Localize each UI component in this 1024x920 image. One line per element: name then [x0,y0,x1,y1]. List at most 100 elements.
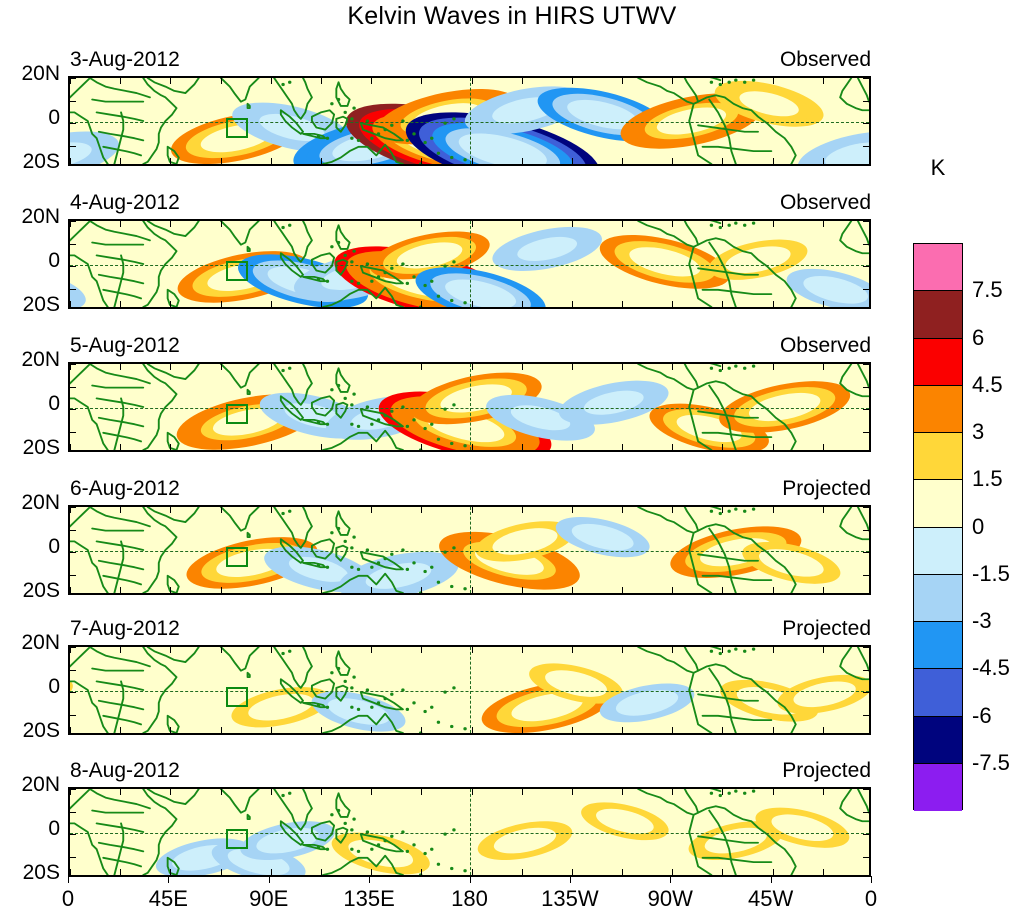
axis-tick [270,789,272,795]
axis-tick [722,507,724,513]
axis-tick [220,78,222,84]
axis-tick [622,789,624,795]
axis-tick [863,243,869,245]
y-tick-label: 0 [48,106,60,129]
axis-tick [270,221,272,227]
axis-tick [270,727,272,733]
panel-status-label: Observed [779,48,871,71]
axis-tick [421,364,423,370]
map-panel: 5-Aug-2012 Observed 20N 0 20S [21,334,871,459]
axis-tick [863,145,869,147]
island-dots [281,221,756,307]
axis-tick [471,587,473,593]
axis-tick [421,301,423,307]
axis-tick [622,364,624,370]
colorbar-tick-label: 0 [972,513,985,539]
x-axis-tick [369,876,371,883]
axis-tick [220,727,222,733]
axis-tick [371,647,373,653]
axis-tick [622,301,624,307]
axis-tick [320,587,322,593]
coastline-layer [70,221,869,307]
axis-tick [70,856,76,858]
axis-tick [270,158,272,164]
colorbar-tick-label: 7.5 [972,277,1003,303]
axis-tick [270,78,272,84]
axis-tick [170,221,172,227]
axis-tick [722,727,724,733]
axis-tick [320,221,322,227]
axis-tick [220,869,222,875]
axis-tick [772,158,774,164]
y-tick-label: 20N [21,491,60,514]
axis-tick [571,727,573,733]
axis-tick [371,301,373,307]
axis-tick [772,364,774,370]
colorbar[interactable] [913,243,963,811]
x-axis-tick [68,876,69,883]
axis-tick [863,409,869,410]
colorbar-band [914,527,962,575]
axis-tick [822,78,824,84]
axis-tick [772,869,774,875]
axis-tick [822,789,824,795]
coastline-layer [70,78,869,164]
axis-tick [471,301,473,307]
axis-tick [70,266,76,267]
colorbar-band [914,291,962,339]
axis-tick [320,507,322,513]
axis-tick [521,444,523,450]
axis-tick [371,789,373,795]
axis-tick [320,444,322,450]
colorbar-band [914,669,962,717]
axis-tick [521,158,523,164]
axis-tick [672,647,674,653]
axis-tick [320,78,322,84]
map-panel: 8-Aug-2012 Projected 20N 0 20S [21,759,871,884]
axis-tick [70,100,76,102]
axis-tick [170,364,172,370]
x-axis-tick [268,876,270,883]
axis-tick [70,647,76,648]
axis-tick [220,158,222,164]
colorbar-tick-label: -3 [972,608,992,633]
axis-tick [863,811,869,813]
axis-tick [672,587,674,593]
axis-tick [70,789,71,795]
axis-tick [270,301,272,307]
axis-tick [70,158,71,164]
axis-tick [70,364,76,365]
axis-tick [70,221,76,222]
island-dots [281,507,756,593]
y-tick-label: 20S [22,861,60,884]
panel-status-label: Projected [782,759,871,782]
axis-tick [722,789,724,795]
axis-tick [863,856,869,858]
axis-tick [70,552,76,553]
axis-tick [421,444,423,450]
axis-tick [521,78,523,84]
island-dots [281,364,756,450]
colorbar-tick-label: 1.5 [972,466,1003,492]
axis-tick [471,727,473,733]
axis-tick [120,727,122,733]
axis-tick [772,78,774,84]
axis-tick [371,158,373,164]
colorbar-unit-label: K [930,155,946,180]
colorbar-band [914,385,962,433]
axis-tick [270,647,272,653]
axis-tick [471,444,473,450]
axis-tick [722,78,724,84]
axis-tick [170,727,172,733]
axis-tick [622,727,624,733]
coastline-layer [70,647,869,733]
axis-tick [170,869,172,875]
y-tick-label: 20S [22,293,60,316]
axis-tick [70,386,76,388]
axis-tick [672,727,674,733]
axis-tick [270,587,272,593]
coastline-layer [70,507,869,593]
axis-tick [320,727,322,733]
y-tick-label: 0 [48,392,60,415]
